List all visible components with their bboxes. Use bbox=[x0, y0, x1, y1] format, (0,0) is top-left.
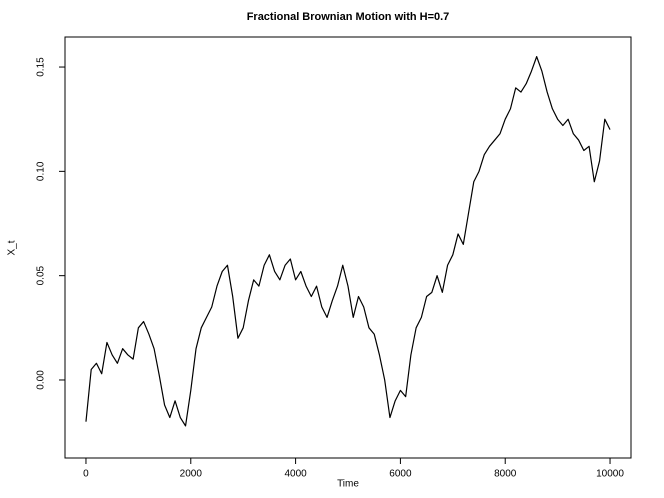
x-axis-label: Time bbox=[337, 479, 359, 490]
x-tick-label: 0 bbox=[83, 469, 89, 480]
x-tick-label: 10000 bbox=[596, 469, 624, 480]
x-tick-label: 8000 bbox=[494, 469, 517, 480]
y-tick-label: 0.00 bbox=[36, 370, 47, 390]
chart-title: Fractional Brownian Motion with H=0.7 bbox=[247, 11, 450, 23]
plot-frame bbox=[64, 36, 632, 459]
data-line bbox=[85, 56, 611, 427]
y-tick-label: 0.10 bbox=[36, 161, 47, 181]
x-tick-label: 4000 bbox=[284, 469, 307, 480]
y-tick-label: 0.05 bbox=[36, 265, 47, 285]
y-axis-label: X_t bbox=[7, 240, 18, 255]
x-tick-label: 6000 bbox=[389, 469, 412, 480]
x-tick-label: 2000 bbox=[180, 469, 203, 480]
y-tick-label: 0.15 bbox=[36, 57, 47, 77]
